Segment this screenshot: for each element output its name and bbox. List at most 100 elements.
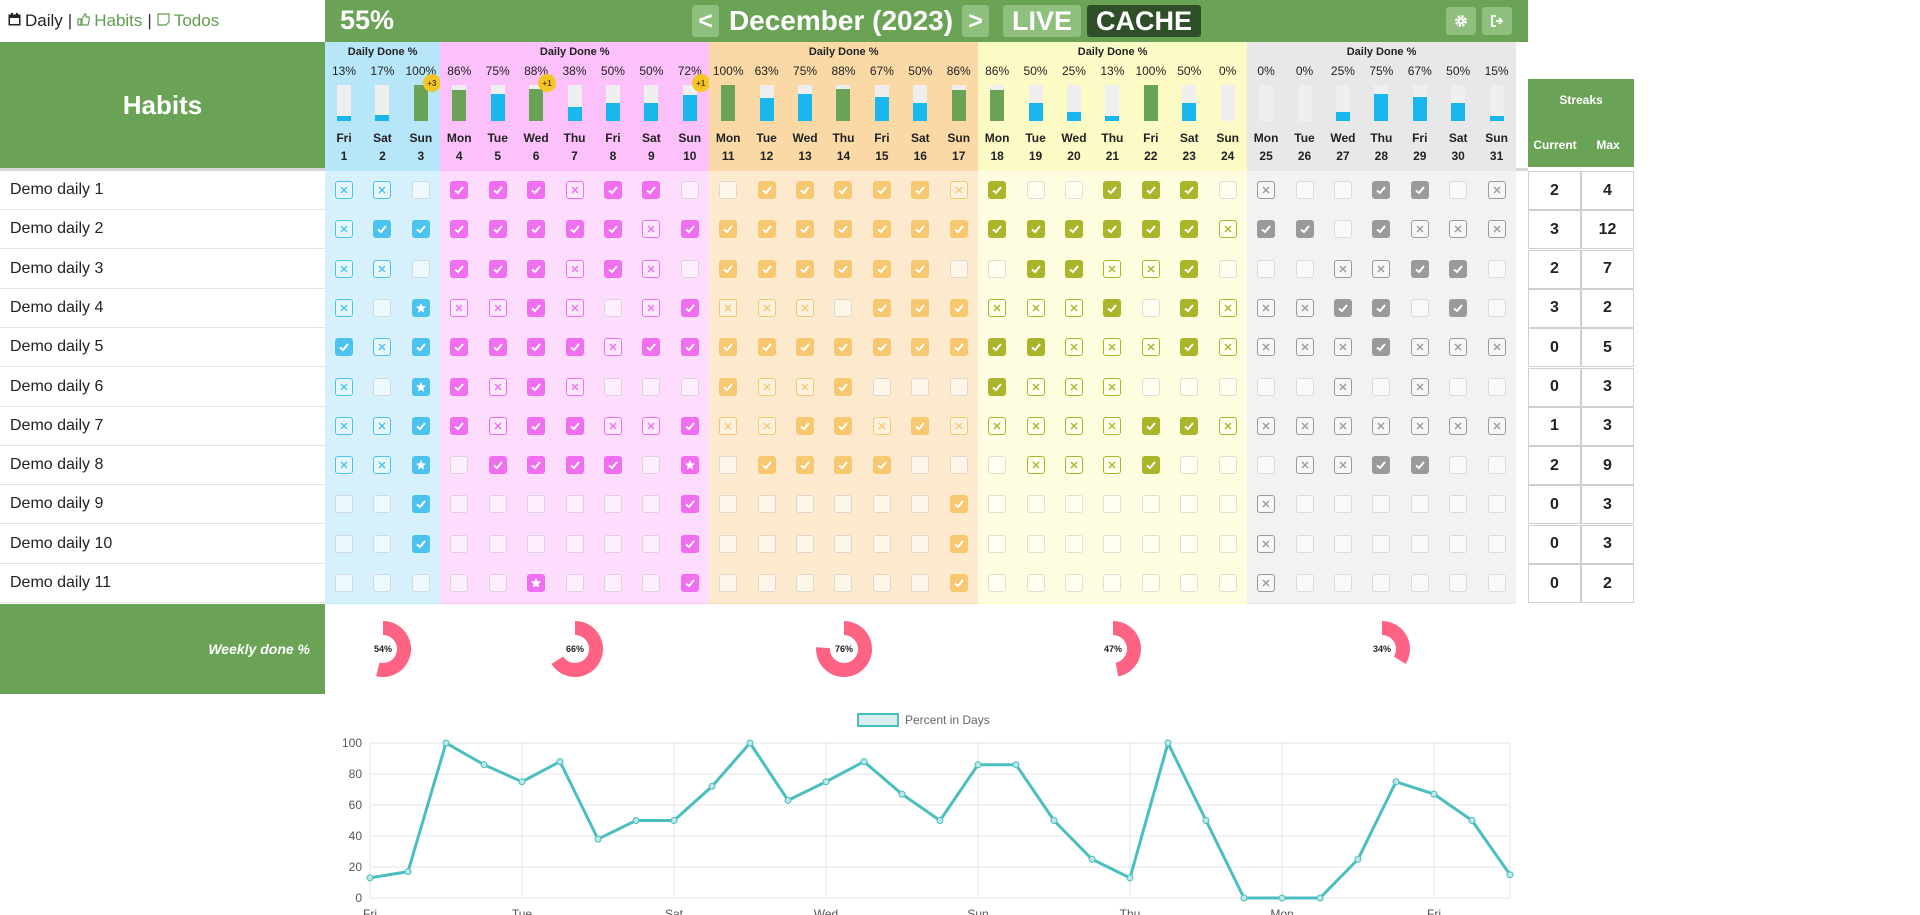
habit-checkbox[interactable] [1103,298,1122,317]
habit-checkbox[interactable] [373,574,392,592]
habit-checkbox[interactable] [565,574,584,592]
habit-checkbox[interactable] [1410,495,1429,514]
habit-checkbox[interactable] [373,259,392,278]
habit-checkbox[interactable] [373,456,392,475]
habit-checkbox[interactable] [872,574,891,592]
habit-checkbox[interactable] [411,574,430,592]
habit-checkbox[interactable] [642,181,661,199]
habit-checkbox[interactable] [949,181,968,199]
habit-checkbox[interactable] [988,416,1007,435]
habit-checkbox[interactable] [411,259,430,278]
habit-checkbox[interactable] [603,338,622,357]
habit-checkbox[interactable] [1295,534,1314,553]
habit-checkbox[interactable] [988,338,1007,357]
habit-checkbox[interactable] [911,181,930,199]
habit-checkbox[interactable] [1295,298,1314,317]
habit-checkbox[interactable] [1257,181,1276,199]
habit-checkbox[interactable] [1449,416,1468,435]
habit-checkbox[interactable] [411,416,430,435]
habit-checkbox[interactable] [335,416,353,435]
habit-checkbox[interactable] [1218,220,1237,239]
habit-checkbox[interactable] [796,181,815,199]
habit-checkbox[interactable] [680,181,699,199]
live-button[interactable]: LIVE [1003,5,1081,37]
habit-checkbox[interactable] [680,416,699,435]
habit-checkbox[interactable] [642,298,661,317]
habit-checkbox[interactable] [680,377,699,396]
habit-checkbox[interactable] [488,495,507,514]
habit-checkbox[interactable] [335,298,353,317]
habit-checkbox[interactable] [335,259,353,278]
habit-checkbox[interactable] [1372,181,1391,199]
habit-checkbox[interactable] [719,534,738,553]
habit-checkbox[interactable] [796,495,815,514]
habit-checkbox[interactable] [1372,574,1391,592]
habit-checkbox[interactable] [872,298,891,317]
habit-checkbox[interactable] [757,574,776,592]
habit-checkbox[interactable] [565,377,584,396]
habit-checkbox[interactable] [911,298,930,317]
habit-checkbox[interactable] [1103,574,1122,592]
habit-checkbox[interactable] [796,534,815,553]
habit-checkbox[interactable] [1026,456,1045,475]
habit-checkbox[interactable] [527,534,546,553]
todos-link[interactable]: Todos [173,11,220,30]
habit-checkbox[interactable] [1141,495,1160,514]
habit-checkbox[interactable] [488,416,507,435]
habit-checkbox[interactable] [603,220,622,239]
habit-checkbox[interactable] [719,377,738,396]
habit-checkbox[interactable] [1180,495,1199,514]
habit-checkbox[interactable] [527,377,546,396]
habit-checkbox[interactable] [450,298,469,317]
habit-checkbox[interactable] [1487,534,1506,553]
habit-checkbox[interactable] [757,181,776,199]
habit-checkbox[interactable] [719,495,738,514]
habit-checkbox[interactable] [1449,534,1468,553]
habit-checkbox[interactable] [1487,495,1506,514]
habit-checkbox[interactable] [1141,377,1160,396]
habit-checkbox[interactable] [1487,298,1506,317]
habit-name[interactable]: Demo daily 4 [0,289,325,328]
habit-checkbox[interactable] [1026,298,1045,317]
habit-checkbox[interactable] [949,377,968,396]
habit-checkbox[interactable] [1257,416,1276,435]
habit-checkbox[interactable] [680,338,699,357]
habit-name[interactable]: Demo daily 7 [0,407,325,446]
habit-checkbox[interactable] [450,259,469,278]
habit-checkbox[interactable] [1218,298,1237,317]
habit-checkbox[interactable] [450,377,469,396]
habit-checkbox[interactable] [949,220,968,239]
habit-checkbox[interactable] [911,259,930,278]
habit-checkbox[interactable] [603,298,622,317]
habit-checkbox[interactable] [411,377,430,396]
habit-checkbox[interactable] [911,416,930,435]
habit-checkbox[interactable] [796,338,815,357]
habit-checkbox[interactable] [719,259,738,278]
habit-checkbox[interactable] [1064,259,1083,278]
habit-checkbox[interactable] [1064,534,1083,553]
habit-checkbox[interactable] [335,456,353,475]
habit-checkbox[interactable] [1410,338,1429,357]
habit-checkbox[interactable] [1372,259,1391,278]
habit-checkbox[interactable] [1103,338,1122,357]
habit-checkbox[interactable] [719,338,738,357]
habit-checkbox[interactable] [565,534,584,553]
habit-checkbox[interactable] [1487,416,1506,435]
habit-checkbox[interactable] [834,220,853,239]
habit-checkbox[interactable] [411,298,430,317]
habit-checkbox[interactable] [988,495,1007,514]
habit-checkbox[interactable] [642,574,661,592]
habit-checkbox[interactable] [565,416,584,435]
habit-checkbox[interactable] [1487,377,1506,396]
habit-checkbox[interactable] [1257,220,1276,239]
habit-checkbox[interactable] [1257,574,1276,592]
habit-checkbox[interactable] [642,534,661,553]
habit-checkbox[interactable] [527,338,546,357]
habit-checkbox[interactable] [488,338,507,357]
habit-name[interactable]: Demo daily 10 [0,525,325,564]
habit-checkbox[interactable] [642,456,661,475]
habit-checkbox[interactable] [719,456,738,475]
habit-name[interactable]: Demo daily 5 [0,328,325,368]
habit-name[interactable]: Demo daily 2 [0,210,325,250]
habit-checkbox[interactable] [719,574,738,592]
